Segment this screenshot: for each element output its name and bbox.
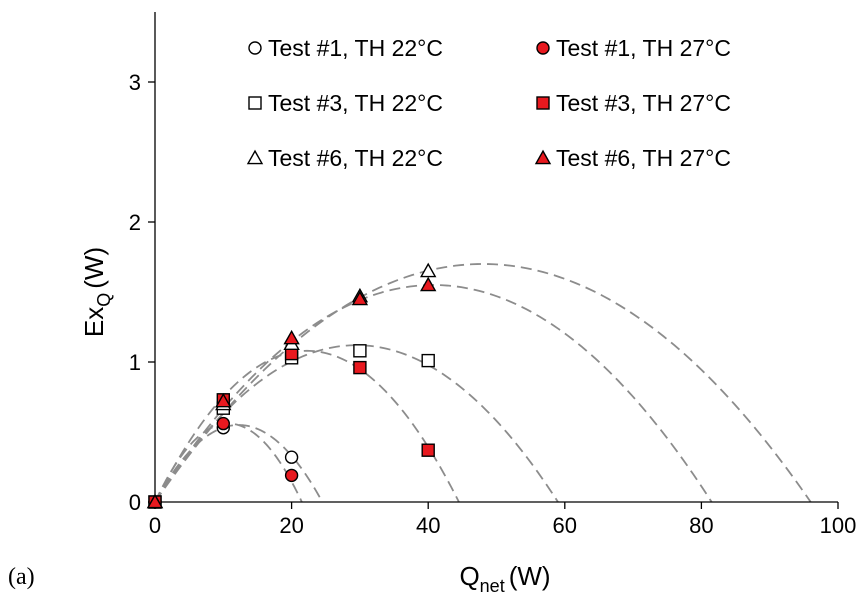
data-point xyxy=(284,450,299,464)
legend-marker xyxy=(536,41,550,55)
legend-marker xyxy=(248,41,262,55)
data-point xyxy=(351,290,369,306)
data-point xyxy=(146,493,164,509)
x-axis-title: Qnet (W) xyxy=(459,561,550,596)
fit-curves xyxy=(154,263,812,503)
y-tick-label: 3 xyxy=(129,70,141,95)
legend-marker xyxy=(246,149,264,165)
y-axis-title: ExQ(W) xyxy=(79,247,114,337)
x-tick-label: 60 xyxy=(553,513,577,538)
data-point xyxy=(283,329,300,345)
data-point xyxy=(421,443,435,457)
data-point xyxy=(420,262,437,278)
data-point xyxy=(420,276,437,292)
x-tick-label: 20 xyxy=(279,513,303,538)
fit-curve-5 xyxy=(154,284,713,503)
panel-label: (a) xyxy=(8,564,35,590)
legend-marker xyxy=(248,96,262,110)
fit-curve-3 xyxy=(154,349,460,503)
fit-curve-2 xyxy=(154,424,324,503)
fit-curve-6 xyxy=(154,263,812,503)
x-tick-label: 100 xyxy=(820,513,857,538)
y-tick-label: 1 xyxy=(129,350,141,375)
legend-label: Test #6, TH 22°C xyxy=(268,145,443,171)
data-point xyxy=(216,416,231,431)
data-point xyxy=(353,360,367,375)
axes: 0 20 40 60 80 100 0 1 2 3 xyxy=(129,12,857,538)
data-points xyxy=(146,262,437,509)
x-tick-label: 40 xyxy=(416,513,440,538)
y-tick-label: 0 xyxy=(129,490,141,515)
y-tick-label: 2 xyxy=(129,210,141,235)
legend-label: Test #6, TH 27°C xyxy=(556,145,731,171)
x-tick-label: 0 xyxy=(149,513,161,538)
x-tick-label: 80 xyxy=(689,513,713,538)
data-point xyxy=(215,392,232,408)
legend-label: Test #1, TH 22°C xyxy=(268,35,443,61)
legend: Test #1, TH 22°C Test #1, TH 27°C Test #3,… xyxy=(246,35,731,171)
legend-marker xyxy=(536,96,550,110)
legend-label: Test #3, TH 22°C xyxy=(268,90,443,116)
legend-label: Test #1, TH 27°C xyxy=(556,35,731,61)
data-point xyxy=(284,468,299,483)
legend-label: Test #3, TH 27°C xyxy=(556,90,731,116)
data-point xyxy=(421,353,435,368)
legend-marker xyxy=(534,149,552,165)
data-point xyxy=(353,344,367,358)
